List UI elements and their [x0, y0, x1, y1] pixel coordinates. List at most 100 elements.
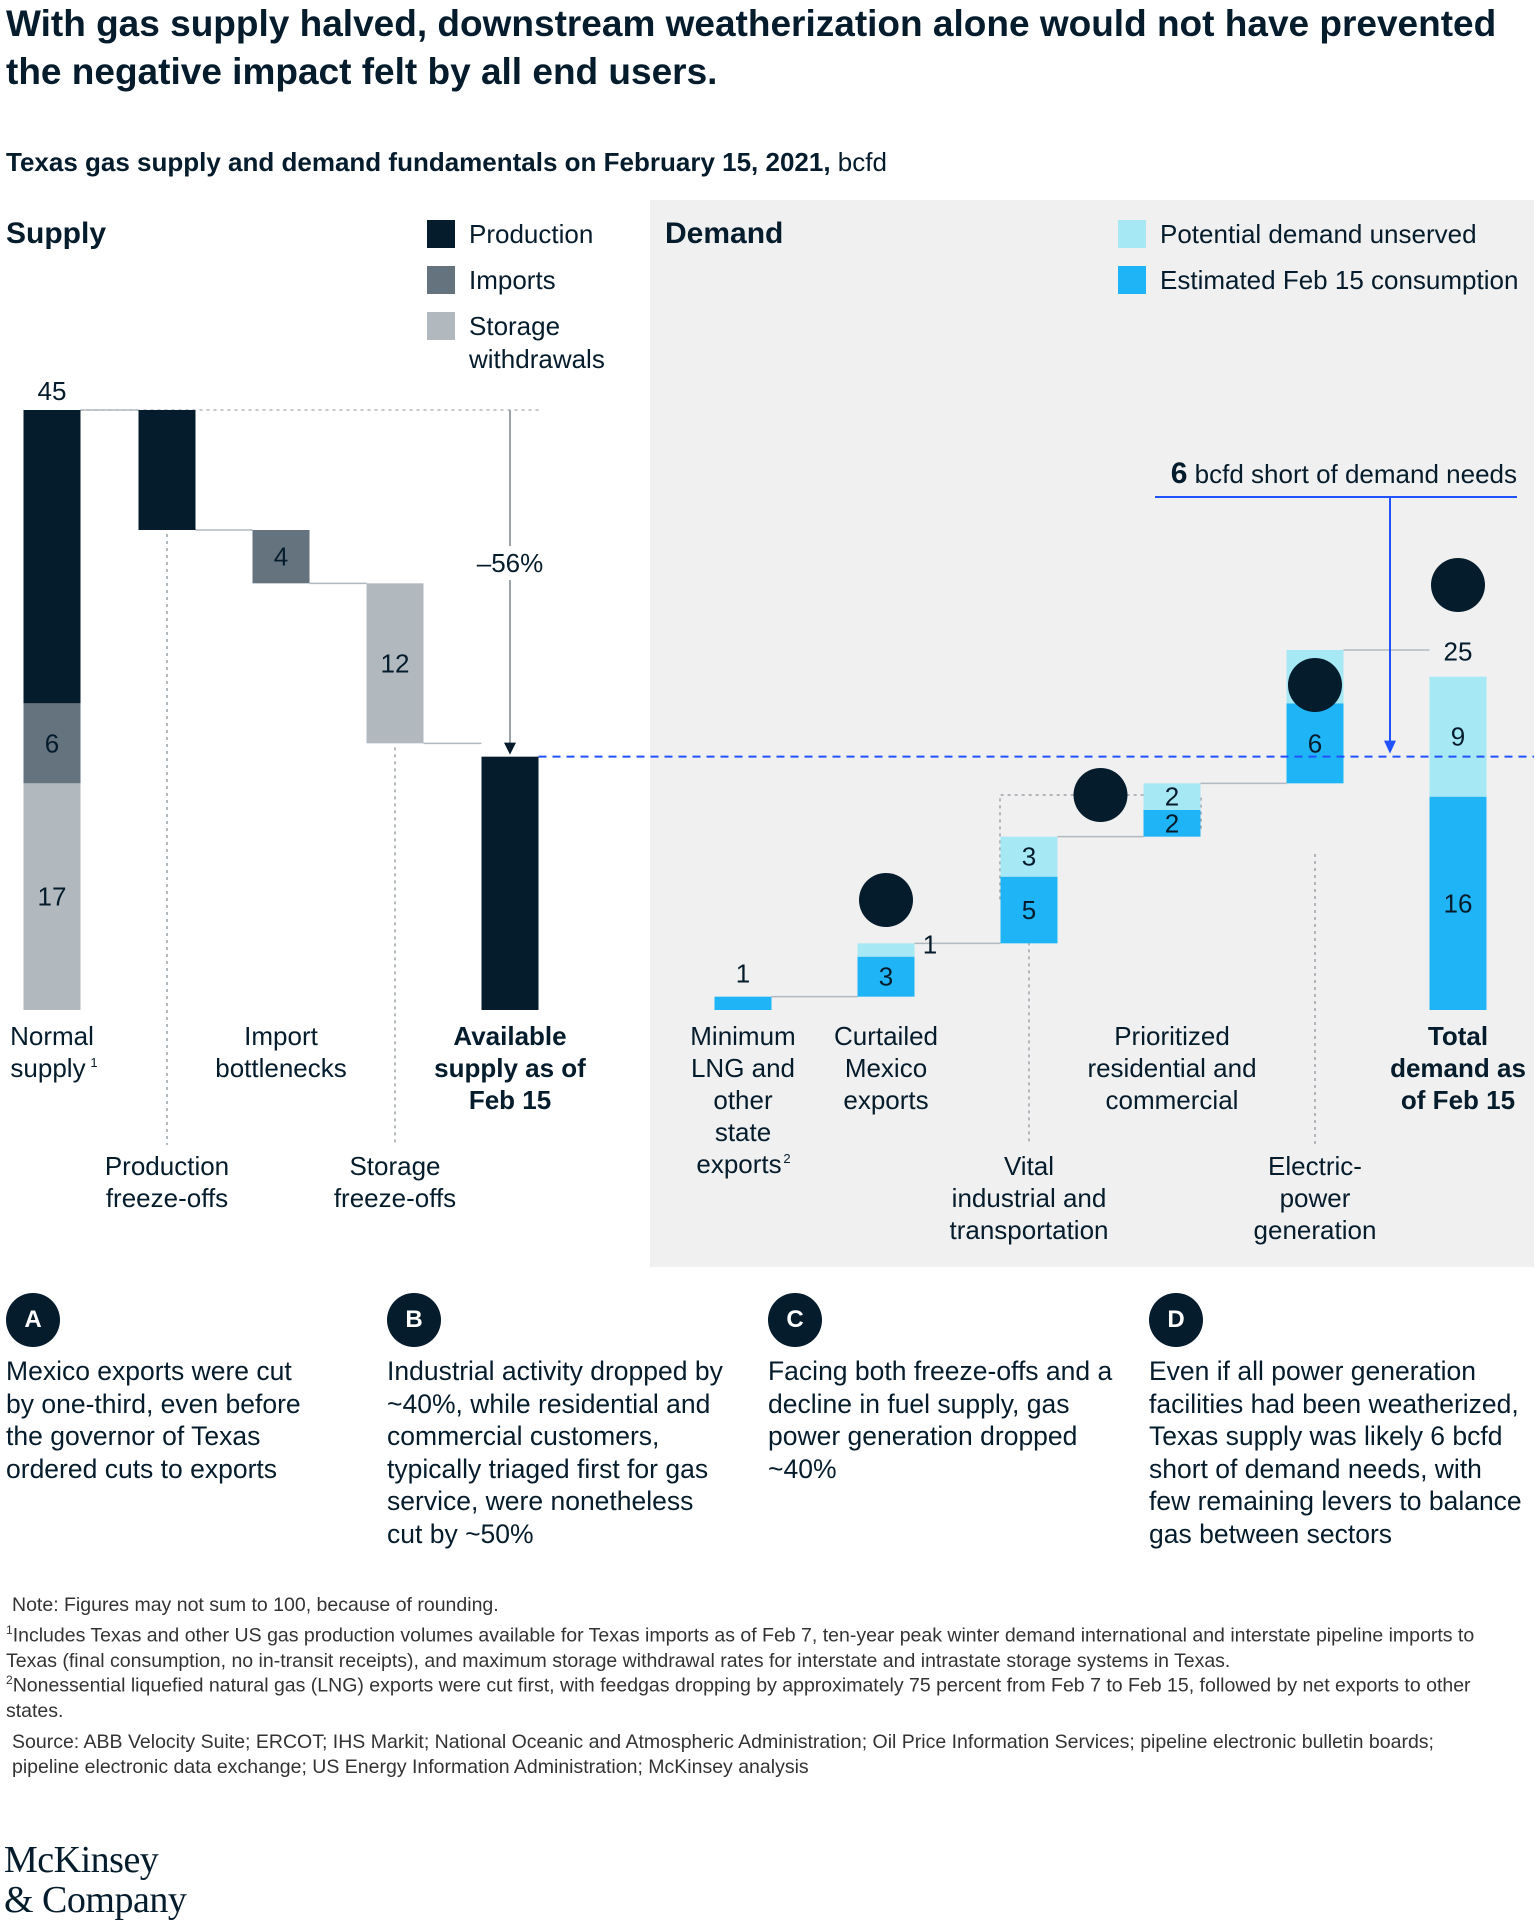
supply-change-arrow-head	[504, 742, 516, 755]
demand-bar-consumption-2	[1000, 876, 1058, 944]
demand-category-label-4-line-1: power	[1280, 1183, 1351, 1213]
subtitle-main: Texas gas supply and demand fundamentals…	[6, 147, 831, 177]
waterfall-chart: Supply Demand Production Imports Storage…	[6, 200, 1534, 1267]
demand-category-label-5-line-2: of Feb 15	[1401, 1085, 1515, 1115]
demand-bar-consumption-4	[1286, 703, 1344, 784]
supply-category-label-0-line-1: supply	[10, 1053, 85, 1083]
footnote-2-mark: 2	[6, 1673, 13, 1687]
demand-category-label-3-line-0: Prioritized	[1114, 1021, 1230, 1051]
chart-badge-b-circle	[1073, 768, 1128, 822]
note-rounding: Note: Figures may not sum to 100, becaus…	[12, 1594, 499, 1616]
chart-badge-b-letter: B	[1092, 783, 1109, 810]
demand-value-label-consumption-5: 16	[1444, 888, 1473, 918]
demand-value-label-unserved-5: 9	[1451, 722, 1465, 752]
demand-panel-background	[650, 200, 1534, 1267]
mckinsey-logo: McKinsey & Company	[4, 1840, 187, 1920]
value-labels: 176224594121913153226416925	[38, 376, 1473, 992]
supply-bar-decrement-3	[366, 583, 424, 744]
supply-bar-available	[481, 756, 539, 1010]
demand-category-label-2-line-2: transportation	[950, 1215, 1109, 1245]
callout-b-badge: B	[387, 1293, 441, 1347]
demand-value-label-consumption-3: 2	[1165, 808, 1179, 838]
supply-category-label-2-line-1: bottlenecks	[215, 1053, 347, 1083]
demand-bar-consumption-0	[714, 996, 772, 1010]
demand-category-label-2-line-0: Vital	[1004, 1151, 1054, 1181]
chart-title: With gas supply halved, downstream weath…	[6, 3, 1497, 92]
footnote-1: 1Includes Texas and other US gas product…	[6, 1618, 1486, 1674]
shortfall-annotation: 6 bcfd short of demand needs	[1171, 457, 1517, 490]
bars	[23, 410, 1487, 1010]
demand-category-label-0-line-1: LNG and	[691, 1053, 795, 1083]
demand-value-label-consumption-2: 5	[1022, 895, 1036, 925]
supply-category-label-4-line-2: Feb 15	[469, 1085, 551, 1115]
demand-category-label-3-line-1: residential and	[1087, 1053, 1256, 1083]
legend-swatch-consumption	[1118, 266, 1146, 294]
demand-value-label-consumption-4: 6	[1308, 728, 1322, 758]
chart-badge-a-letter: A	[877, 888, 894, 915]
demand-category-label-0-line-0: Minimum	[690, 1021, 795, 1051]
supply-bar-normal-storage-withdrawals	[23, 783, 81, 1010]
demand-panel-label: Demand	[665, 217, 783, 250]
supply-category-label-3-line-1: freeze-offs	[334, 1183, 456, 1213]
demand-value-label-consumption-1: 3	[879, 962, 893, 992]
demand-category-label-1-line-0: Curtailed	[834, 1021, 938, 1051]
supply-category-label-0-line-0: Normal	[10, 1021, 94, 1051]
demand-category-label-2-line-1: industrial and	[952, 1183, 1107, 1213]
legend-label-storage-line2: withdrawals	[468, 344, 605, 374]
chart-badge-d-circle	[1431, 558, 1485, 612]
subtitle-unit: bcfd	[837, 147, 887, 177]
supply-value-label-normal-1: 6	[45, 728, 59, 758]
supply-value-label-available: 19	[496, 868, 525, 898]
change-label-background	[468, 546, 552, 580]
demand-category-label-4-line-0: Electric-	[1268, 1151, 1362, 1181]
supply-category-label-4-line-1: supply as of	[434, 1053, 586, 1083]
demand-total-label: 25	[1444, 637, 1473, 667]
source-note: Source: ABB Velocity Suite; ERCOT; IHS M…	[12, 1731, 1434, 1778]
legend-swatch-unserved	[1118, 220, 1146, 248]
demand-value-label-unserved-2: 3	[1022, 842, 1036, 872]
footnote-1-mark: 1	[6, 1623, 13, 1637]
callout-c-badge: C	[768, 1293, 822, 1347]
callout-a-text: Mexico exports were cut by one-third, ev…	[6, 1356, 301, 1484]
callout-d-text: Even if all power generation facilities …	[1149, 1356, 1522, 1549]
demand-bar-consumption-3	[1143, 810, 1201, 837]
demand-value-label-0: 1	[736, 959, 750, 989]
demand-category-label-5-line-0: Total	[1428, 1021, 1488, 1051]
legend-label-imports: Imports	[469, 265, 556, 295]
supply-bar-decrement-2	[252, 530, 310, 584]
supply-category-label-1-line-0: Production	[105, 1151, 229, 1181]
callout-b-text: Industrial activity dropped by ~40%, whi…	[387, 1356, 723, 1549]
supply-bar-decrement-1	[138, 410, 196, 530]
demand-bar-unserved-1	[857, 943, 915, 957]
footnote-2-text: Nonessential liquefied natural gas (LNG)…	[6, 1674, 1471, 1722]
demand-bar-unserved-5	[1429, 676, 1487, 797]
shortfall-value: 6	[1171, 457, 1188, 490]
demand-category-label-0-line-4: exports	[696, 1149, 781, 1179]
footnote-2: 2Nonessential liquefied natural gas (LNG…	[6, 1668, 1486, 1724]
demand-bar-consumption-1	[857, 956, 915, 997]
chart-badge-c-letter: C	[1306, 673, 1323, 700]
legend-swatch-imports	[427, 266, 455, 294]
legend-swatch-production	[427, 220, 455, 248]
supply-panel-label: Supply	[6, 217, 106, 250]
footnote-1-text: Includes Texas and other US gas producti…	[6, 1624, 1475, 1672]
demand-bar-unserved-2	[1000, 836, 1058, 877]
supply-total-label-normal: 45	[38, 376, 67, 406]
chart-badge-c-circle	[1288, 658, 1342, 712]
demand-category-footnote-mark: 2	[783, 1151, 790, 1166]
supply-value-label-decrement-1: 9	[160, 455, 174, 485]
supply-value-label-normal-2: 22	[38, 542, 67, 572]
demand-bar-consumption-5	[1429, 796, 1487, 1010]
callout-c-text: Facing both freeze-offs and a decline in…	[768, 1356, 1113, 1484]
demand-category-label-0-line-2: other	[713, 1085, 773, 1115]
legend-label-unserved: Potential demand unserved	[1160, 219, 1477, 249]
chart-badge-a-circle	[859, 873, 913, 927]
callout-a-badge: A	[6, 1293, 60, 1347]
supply-value-label-decrement-3: 12	[381, 648, 410, 678]
legend-label-production: Production	[469, 219, 593, 249]
legend-label-consumption: Estimated Feb 15 consumption	[1160, 265, 1518, 295]
supply-value-label-decrement-2: 4	[274, 542, 288, 572]
callout-d-badge: D	[1149, 1293, 1203, 1347]
demand-value-label-unserved-1: 1	[923, 929, 937, 959]
